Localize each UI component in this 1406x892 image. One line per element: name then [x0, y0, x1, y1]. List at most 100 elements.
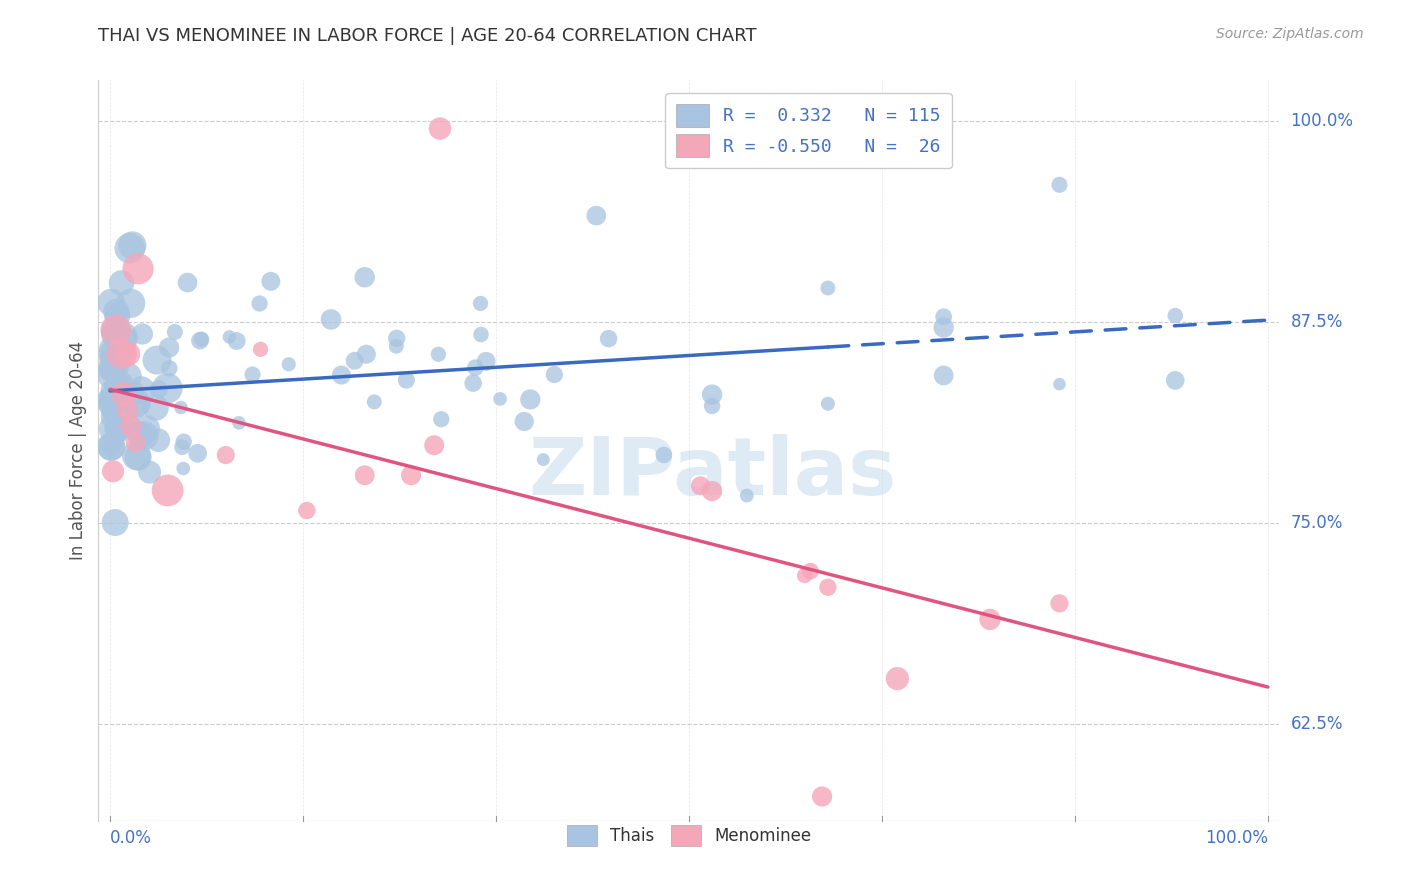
Point [172, 461, 194, 475]
Point [118, 416, 141, 430]
Point [343, 353, 366, 368]
Point [330, 368, 353, 383]
Point [470, 296, 492, 310]
Point [125, 449, 148, 463]
Point [811, 789, 834, 804]
Point [932, 368, 955, 383]
Point [117, 403, 139, 417]
Point [735, 489, 758, 503]
Point [295, 503, 318, 517]
Point [817, 580, 839, 594]
Point [103, 377, 125, 392]
Point [100, 440, 122, 454]
Point [385, 331, 408, 345]
Point [101, 379, 124, 393]
Point [103, 323, 125, 337]
Point [399, 468, 422, 483]
Point [100, 326, 122, 341]
Point [104, 327, 127, 342]
Point [100, 393, 122, 408]
Text: 62.5%: 62.5% [1291, 715, 1343, 733]
Point [104, 516, 127, 530]
Text: 0.0%: 0.0% [110, 829, 152, 847]
Point [105, 305, 128, 319]
Point [148, 382, 170, 396]
Point [117, 347, 139, 361]
Point [215, 448, 238, 462]
Point [103, 393, 125, 408]
Point [111, 341, 134, 355]
Point [190, 332, 212, 346]
Point [470, 327, 492, 342]
Point [100, 383, 122, 397]
Point [932, 320, 955, 334]
Point [463, 376, 485, 391]
Point [1049, 178, 1071, 192]
Point [127, 261, 149, 276]
Text: Source: ZipAtlas.com: Source: ZipAtlas.com [1216, 27, 1364, 41]
Point [129, 384, 152, 398]
Point [111, 378, 134, 392]
Text: 75.0%: 75.0% [1291, 514, 1343, 532]
Point [218, 330, 240, 344]
Point [104, 323, 127, 337]
Point [101, 464, 124, 478]
Point [108, 318, 131, 332]
Point [319, 312, 342, 326]
Point [103, 343, 125, 357]
Point [817, 397, 839, 411]
Text: 100.0%: 100.0% [1205, 829, 1268, 847]
Point [100, 352, 122, 367]
Point [817, 281, 839, 295]
Point [112, 387, 135, 401]
Point [519, 392, 541, 407]
Point [122, 384, 145, 398]
Point [100, 439, 122, 453]
Point [353, 270, 375, 285]
Point [187, 446, 209, 460]
Point [427, 347, 450, 361]
Point [103, 422, 125, 436]
Point [146, 353, 169, 368]
Y-axis label: In Labor Force | Age 20-64: In Labor Force | Age 20-64 [69, 341, 87, 560]
Point [363, 395, 385, 409]
Point [127, 450, 149, 465]
Point [356, 347, 378, 361]
Point [429, 121, 451, 136]
Point [170, 401, 193, 415]
Point [129, 427, 152, 442]
Point [157, 341, 180, 355]
Point [225, 334, 247, 348]
Point [793, 568, 815, 582]
Point [121, 238, 143, 252]
Point [138, 465, 160, 479]
Point [156, 483, 179, 498]
Point [173, 434, 195, 449]
Point [585, 209, 607, 223]
Point [652, 448, 675, 462]
Point [103, 398, 125, 412]
Point [107, 421, 129, 435]
Point [105, 424, 128, 438]
Point [100, 295, 122, 310]
Point [125, 396, 148, 410]
Point [689, 479, 711, 493]
Point [100, 409, 122, 424]
Point [423, 438, 446, 452]
Point [979, 612, 1001, 626]
Point [104, 382, 127, 396]
Text: 100.0%: 100.0% [1291, 112, 1354, 129]
Point [112, 329, 135, 343]
Point [260, 274, 283, 288]
Point [430, 412, 453, 426]
Point [124, 435, 146, 450]
Point [100, 406, 122, 420]
Point [188, 334, 211, 348]
Point [277, 357, 299, 371]
Point [145, 401, 167, 415]
Point [513, 415, 536, 429]
Point [353, 468, 375, 483]
Point [242, 368, 264, 382]
Point [700, 387, 723, 401]
Point [105, 359, 128, 374]
